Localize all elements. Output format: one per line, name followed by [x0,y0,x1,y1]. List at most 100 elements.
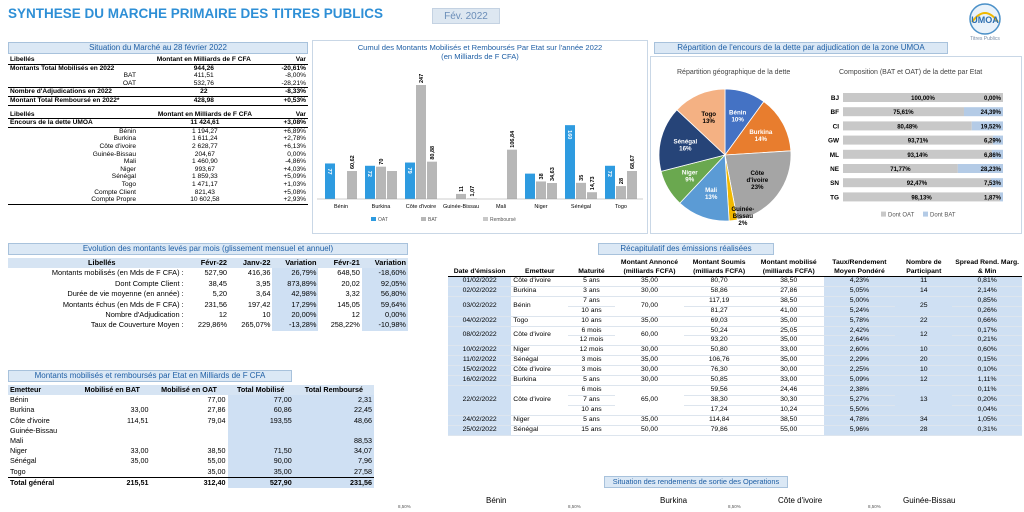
row-value: 944,26 [193,64,214,72]
row-label: Nombre d'Adjudications en 2022 [10,88,112,96]
pie-label: Guinée- [731,206,754,213]
cell-rate: 2,64% [823,335,896,347]
col-header: Janv-22 [229,258,273,269]
cell-mobilized: 38,50 [753,276,824,287]
row-value: 27,86 [207,405,226,415]
cell-submitted: 59,56 [684,385,754,396]
pie-label: 10% [731,117,744,124]
row-value [74,436,151,446]
table-row: Niger 33,00 38,50 71,50 34,07 [8,446,374,457]
cell-maturity: 12 mois [568,345,615,357]
legend-swatch [881,211,886,217]
cell-mobilized: 35,00 [753,335,824,347]
pie-label: 16% [679,145,692,152]
col-header: Taux/Rendement Moyen Pondéré [823,258,896,277]
cell-mobilized: 27,86 [753,286,824,297]
cell-date: 25/02/2022 [448,425,512,436]
cell-participants: 13 [895,385,953,416]
table-row: Durée de vie moyenne (en année) : 5,20 3,6… [8,289,408,300]
table-row: 08/02/2022 Côte d'ivoire 6 mois 60,00 50,24 2… [448,326,1022,347]
y-tick-label: 8,50% [568,504,581,509]
cell-rate: 5,09% [823,375,896,386]
bar-label: 72 [366,171,372,177]
table-row: Dont Compte Client : 38,45 3,95 873,89% 20,0… [8,278,408,290]
cell-submitted: 117,19 [684,296,754,307]
row-variation: +0,53% [283,96,306,104]
bar-label: 35 [579,175,585,181]
table-row: Montants mobilisés (en Mds de F CFA) : 52… [8,268,408,279]
cell-submitted: 106,76 [684,355,754,367]
row-variation: +6,89% [283,127,306,135]
row-value: 145,05 [337,299,360,309]
bar-label: 11 [459,186,465,192]
bar-bat [990,178,1003,188]
mobilises-title: Montants mobilisés et remboursés par Eta… [8,370,292,382]
cell-mobilized: 38,50 [753,296,824,307]
table-row: Bénin 1 194,27 +6,89% [8,127,308,135]
table-row: 25/02/2022 Sénégal 15 ans 50,00 79,86 55,00 5,… [448,425,1022,436]
bar-label: 6,86% [984,153,1002,159]
bar-bat [536,181,546,199]
repartition-panel: Répartition géographique de la dette Com… [650,56,1022,234]
cell-announced: 30,00 [614,345,685,357]
bar-bat [456,193,466,199]
col-header: Montant Soumis (milliards FCFA) [684,258,754,277]
x-tick-label: Togo [615,204,627,210]
cell-issuer: Côte d'ivoire [511,365,569,377]
cell-participants: 22 [895,316,953,327]
cumul-chart: 77 60,62 Bénin 72 70 Burkina 79 247 80,88 Côte d'… [317,74,643,223]
recap-panel: Date d'émission Emetteur Maturité Montant A… [448,258,1022,436]
row-value: 204,67 [194,150,215,158]
table-row: Burkina 33,00 27,86 60,86 22,45 [8,405,374,416]
row-value: 35,00 [130,456,149,466]
row-value: 17,29% [272,299,319,311]
row-value: 10 602,58 [190,196,220,204]
y-tick-label: 8,50% [868,504,881,509]
row-value: 56,80% [361,289,408,300]
row-value: 92,05% [361,278,408,290]
row-value [74,395,151,405]
pie-label: d'ivoire [746,177,768,184]
row-value: 10 [262,310,271,320]
row-variation: -20,61% [281,64,306,72]
row-label: Nombre d'Adjudication : [105,310,184,320]
row-value [150,436,227,446]
row-value: 71,50 [227,446,294,457]
bar-label: 71,77% [890,167,911,173]
cell-announced: 35,00 [614,276,685,287]
row-value: 1 859,33 [192,173,218,181]
bar-oat [843,135,993,145]
table-row: 16/02/2022 Burkina 5 ans 30,00 50,85 33,00 5,0… [448,375,1022,386]
row-value: 229,86% [197,320,228,330]
cell-rate: 5,78% [823,316,896,327]
row-value: 22 [200,88,208,96]
cell-spread: 0,60% [952,345,1022,357]
table-row: BAT 411,51 -8,00% [8,72,308,80]
bar-label: 247 [419,74,425,83]
table-row: 11/02/2022 Sénégal 3 mois 35,00 106,76 35,00 2… [448,355,1022,367]
row-label: Montant Total Remboursé en 2022* [10,96,120,104]
y-tick-label: TG [830,194,839,201]
row-value: 33,00 [130,446,149,456]
pie-label: Togo [701,111,716,118]
cell-issuer: Sénégal [511,425,569,436]
table-row: 04/02/2022 Togo 10 ans 35,00 69,03 35,00 5,78%… [448,316,1022,327]
table-row: 10 ans 17,24 10,24 5,50% 0,04% [448,405,1022,416]
table-row: Togo 35,00 35,00 27,58 [8,466,374,478]
row-label: Guinée-Bissau [10,425,58,435]
table-row: 22/02/2022 Côte d'ivoire 6 mois 65,00 59,56 2… [448,385,1022,416]
bar-label: 34,63 [550,167,556,181]
legend-swatch [421,217,426,221]
row-value: 416,36 [247,268,271,278]
situation-panel: Libellés Montant en Milliards de F CFA Var… [8,56,308,205]
row-label: Taux de Couverture Moyen : [90,320,184,330]
row-value: 35,00 [207,466,226,476]
row-value: 79,04 [207,415,226,425]
pie-label: Burkina [749,129,773,136]
row-variation: +1,03% [283,180,306,188]
y-tick-label: SN [830,180,839,187]
cell-maturity: 6 mois [568,385,615,396]
cell-mobilized: 10,24 [753,405,824,416]
x-tick-label: Burkina [372,204,392,210]
